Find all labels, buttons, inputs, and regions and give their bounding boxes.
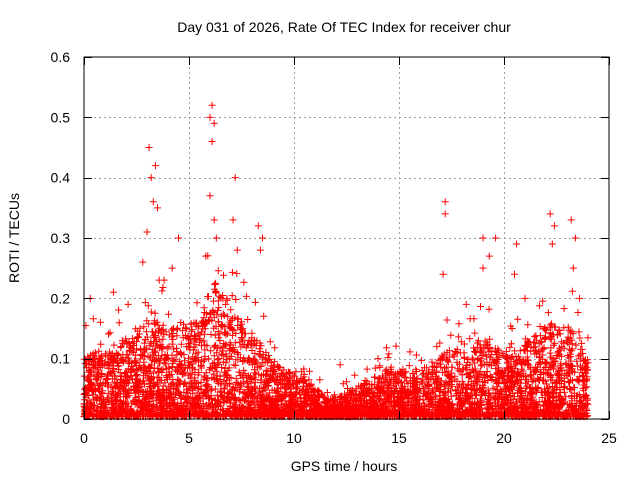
roti-peak-point <box>441 198 449 206</box>
roti-peak-point <box>202 252 210 260</box>
roti-peak-point <box>550 222 558 230</box>
roti-peak-point <box>569 264 577 272</box>
roti-peak-point <box>208 137 216 145</box>
roti-peak-point <box>210 216 218 224</box>
roti-peak-point <box>254 222 262 230</box>
x-tick-label: 15 <box>391 430 407 446</box>
roti-peak-point <box>521 294 529 302</box>
roti-peak-point <box>109 288 117 296</box>
roti-peak-point <box>206 192 214 200</box>
y-tick-label: 0.2 <box>51 290 71 306</box>
y-tick-labels: 0 0.1 0.2 0.3 0.4 0.5 0.6 <box>51 49 71 427</box>
roti-peak-point <box>229 216 237 224</box>
roti-peak-point <box>145 144 153 151</box>
roti-peak-point <box>511 270 518 278</box>
roti-peak-point <box>212 234 220 242</box>
y-tick-label: 0.1 <box>51 351 71 367</box>
roti-peak-point <box>433 343 441 351</box>
roti-peak-point <box>124 300 132 308</box>
roti-peak-point <box>513 240 521 248</box>
roti-peak-point <box>256 246 264 254</box>
y-axis-label: ROTI / TECUs <box>6 193 22 283</box>
roti-peak-point <box>567 216 575 224</box>
roti-peak-point <box>175 234 182 242</box>
roti-peak-point <box>439 270 447 278</box>
roti-peak-point <box>233 246 241 254</box>
roti-peak-point <box>485 252 493 260</box>
roti-peak-point <box>374 355 382 363</box>
roti-peak-point <box>441 210 449 218</box>
x-tick-label: 25 <box>601 430 617 446</box>
roti-peak-point <box>462 300 470 308</box>
roti-peak-point <box>206 113 214 121</box>
roti-peak-point <box>147 174 155 182</box>
roti-peak-point <box>149 198 157 206</box>
roti-point-cloud <box>80 252 592 421</box>
roti-peak-point <box>151 162 159 170</box>
roti-peak-point <box>492 234 500 242</box>
x-tick-label: 0 <box>80 430 88 446</box>
roti-peak-point <box>231 174 239 182</box>
y-tick-label: 0.4 <box>51 170 71 186</box>
roti-peak-point <box>546 210 554 218</box>
roti-peak-point <box>571 234 579 242</box>
x-tick-label: 10 <box>286 430 302 446</box>
y-tick-label: 0.5 <box>51 109 71 125</box>
roti-peak-point <box>259 234 266 242</box>
roti-peak-point <box>154 204 161 212</box>
y-tick-label: 0.3 <box>51 230 71 246</box>
roti-peak-point <box>139 258 147 266</box>
y-tick-label: 0 <box>62 411 70 427</box>
roti-peak-point <box>548 240 556 248</box>
roti-peak-point <box>208 101 216 109</box>
x-tick-label: 20 <box>496 430 512 446</box>
roti-peak-point <box>576 294 584 302</box>
x-tick-label: 5 <box>185 430 193 446</box>
roti-peak-point <box>143 228 151 236</box>
roti-peak-point <box>479 264 487 272</box>
x-axis-label: GPS time / hours <box>291 458 398 474</box>
roti-peak-point <box>168 264 176 272</box>
roti-peak-point <box>210 119 218 127</box>
y-tick-label: 0.6 <box>51 49 71 65</box>
data-points <box>80 101 592 421</box>
axis-ticks <box>84 57 610 420</box>
x-tick-labels: 0 5 10 15 20 25 <box>80 430 617 446</box>
roti-peak-point <box>336 361 344 369</box>
chart-title: Day 031 of 2026, Rate Of TEC Index for r… <box>177 19 511 35</box>
roti-peak-point <box>479 234 487 242</box>
